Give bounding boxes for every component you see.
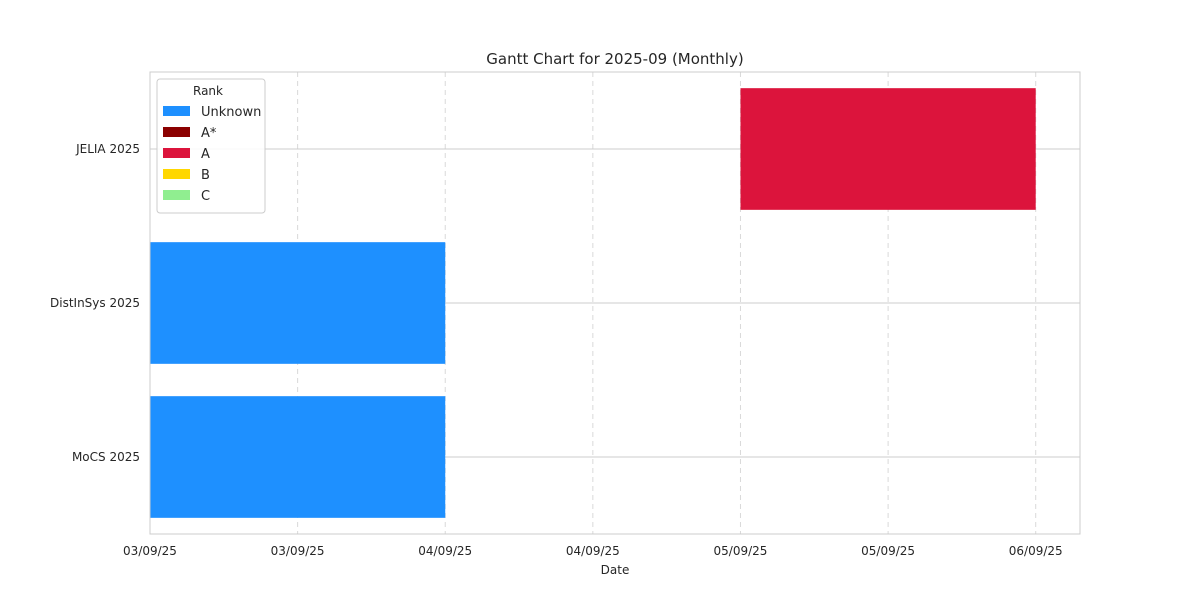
legend-label-c: C [201, 189, 210, 204]
legend-label-unknown: Unknown [201, 105, 261, 120]
tick-layer: 03/09/25 03/09/25 04/09/25 04/09/25 05/09/25… [50, 142, 1063, 558]
legend-title: Rank [193, 84, 223, 98]
gantt-bar-distinsys-2025 [150, 242, 446, 364]
y-tick-label-2: MoCS 2025 [72, 450, 140, 464]
plot-frame [149, 71, 1081, 535]
legend-swatch-unknown [163, 106, 190, 116]
legend: Rank Unknown A* ABC [156, 78, 266, 214]
chart-title: Gantt Chart for 2025-09 (Monthly) [486, 50, 743, 68]
x-tick-label-6: 06/09/25 [1009, 544, 1063, 558]
x-axis-label: Date [601, 563, 630, 577]
y-tick-label-0: JELIA 2025 [75, 142, 140, 156]
y-tick-label-1: DistInSys 2025 [50, 296, 140, 310]
legend-label-b: B [201, 168, 210, 183]
x-tick-label-4: 05/09/25 [714, 544, 768, 558]
x-tick-label-1: 03/09/25 [271, 544, 325, 558]
gantt-bar-jelia-2025 [740, 88, 1036, 210]
x-tick-label-5: 05/09/25 [861, 544, 915, 558]
gantt-bar-mocs-2025 [150, 396, 446, 518]
legend-swatch-a [163, 148, 190, 158]
legend-swatch-c [163, 190, 190, 200]
legend-label-a-star: A* [201, 126, 217, 141]
legend-swatch-b [163, 169, 190, 179]
bar-layer [150, 88, 1036, 518]
legend-label-a: A [201, 147, 210, 162]
x-tick-label-3: 04/09/25 [566, 544, 620, 558]
x-tick-label-0: 03/09/25 [123, 544, 177, 558]
x-tick-label-2: 04/09/25 [418, 544, 472, 558]
legend-swatch-a-star [163, 127, 190, 137]
